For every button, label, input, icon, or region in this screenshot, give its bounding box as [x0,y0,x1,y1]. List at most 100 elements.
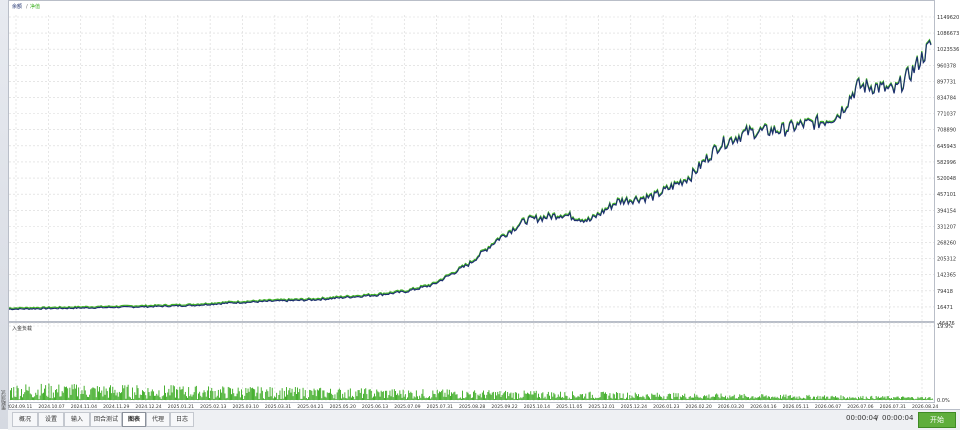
load-bar [309,389,311,400]
load-bar [213,398,215,400]
load-bar [289,387,291,400]
load-bar [333,398,335,400]
load-bar [794,396,796,400]
load-bar [793,396,795,400]
load-bar [168,388,170,400]
load-bar [34,396,36,400]
load-bar [506,398,507,400]
load-bar [201,397,203,400]
load-bar [436,389,438,400]
load-bar [249,387,251,400]
load-bar [337,389,339,400]
load-bar [784,397,786,400]
load-bar [888,397,890,400]
load-bar [743,393,745,400]
load-bar [827,396,829,400]
load-bar [406,399,407,400]
load-bar [711,396,713,400]
load-bar [379,396,381,400]
y-tick-label: 205312 [937,257,956,263]
load-bar [549,395,550,400]
tab-4[interactable]: 图表 [122,412,146,427]
load-bar [318,390,319,400]
load-bar [234,396,236,400]
load-bar [68,397,70,400]
load-bar [477,394,479,400]
load-bar [741,394,743,400]
load-bar [829,398,831,400]
load-bar [781,398,782,400]
load-bar [671,398,672,400]
load-bar [545,398,547,400]
load-bar [88,397,89,400]
tab-0[interactable]: 概况 [12,412,38,427]
load-bar [484,394,485,400]
load-bar [789,395,791,400]
load-bar [627,392,628,400]
load-bar [175,397,176,400]
load-bar [567,399,569,400]
load-bar [410,391,412,400]
load-bar [657,396,659,400]
load-bar [500,396,502,400]
load-bar [764,396,766,400]
load-bar [120,393,121,400]
load-bar [256,392,258,400]
load-bar [454,391,456,400]
load-bar [46,395,48,400]
tab-1[interactable]: 设置 [38,412,64,427]
load-bar [312,395,314,400]
load-bar [748,397,749,400]
tab-3[interactable]: 回合测试 [90,412,122,427]
load-bar [605,392,606,400]
load-bar [288,390,290,400]
tester-tab-bar: 概况 设置 输入 回合测试 图表 代理 日志 00:00:04 / 00:00:04 开始 [8,409,960,430]
load-panel-label: 入金负载 [12,325,32,332]
load-bar [520,397,522,400]
load-bar [580,394,582,400]
y-tick-label: 582996 [937,160,956,166]
load-bar [579,394,581,400]
load-bar [355,391,357,400]
load-bar [898,398,900,400]
load-bar [128,396,130,400]
load-bar [59,396,61,400]
load-bar [618,399,620,400]
load-bar [392,397,394,400]
load-bar [16,385,18,400]
load-bar [455,394,457,400]
load-bar [150,391,152,400]
y-tick-label: 1023536 [937,47,959,53]
load-bar [258,399,260,400]
load-bar [23,394,25,400]
load-bar [534,392,536,400]
load-bar [106,391,108,400]
load-bar [407,397,408,400]
load-bar [836,397,837,400]
tab-6[interactable]: 日志 [170,412,194,427]
load-bar [926,399,928,400]
load-bar [539,397,540,400]
load-bar [556,397,558,400]
tab-5[interactable]: 代理 [146,412,170,427]
load-bar [164,385,165,400]
load-bar [822,396,824,400]
load-bar [292,396,294,400]
load-bar [560,391,561,400]
load-bar [684,393,686,400]
load-bar [697,396,699,400]
load-bar [138,397,140,400]
x-tick-label: 2025.03.31 [265,404,291,409]
load-bar [48,383,50,400]
load-bar [36,394,38,400]
start-button[interactable]: 开始 [918,412,956,428]
load-bar [359,392,361,400]
load-bar [37,389,39,400]
load-bar [594,398,595,400]
load-bar [54,397,55,400]
load-bar [13,387,15,400]
load-bar [291,388,293,400]
load-bar [720,393,722,400]
tab-2[interactable]: 输入 [64,412,90,427]
load-bar [745,396,747,400]
